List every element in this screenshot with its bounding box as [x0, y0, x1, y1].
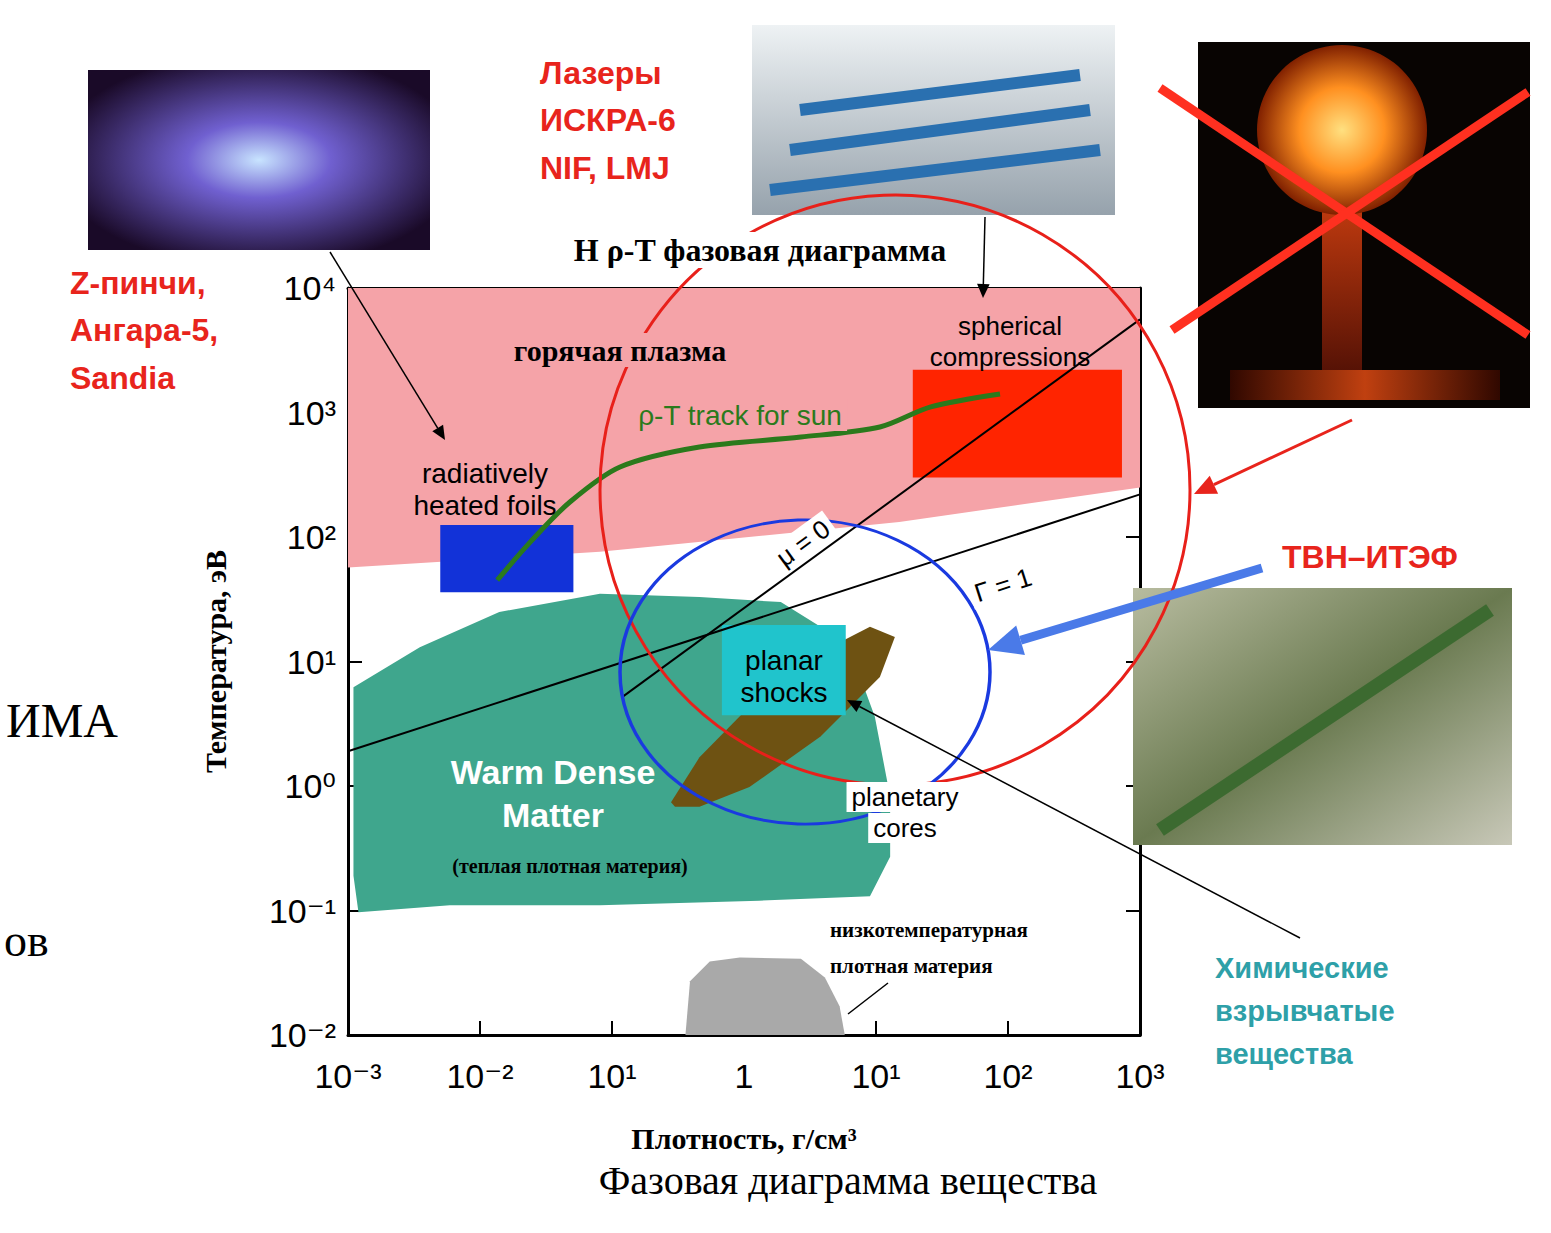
svg-text:10²: 10² — [983, 1057, 1032, 1095]
svg-text:radiatively: radiatively — [422, 458, 548, 489]
svg-text:(теплая плотная материя): (теплая плотная материя) — [452, 855, 687, 878]
svg-text:взрывчатые: взрывчатые — [1215, 995, 1395, 1027]
svg-text:Лазеры: Лазеры — [540, 55, 662, 91]
svg-text:1: 1 — [735, 1057, 754, 1095]
svg-text:compressions: compressions — [930, 342, 1090, 372]
svg-text:10¹: 10¹ — [851, 1057, 900, 1095]
svg-text:10¹: 10¹ — [587, 1057, 636, 1095]
svg-text:10⁰: 10⁰ — [285, 767, 336, 805]
svg-text:μ = 0: μ = 0 — [770, 513, 835, 572]
svg-text:10¹: 10¹ — [287, 643, 336, 681]
svg-text:Химические: Химические — [1215, 952, 1389, 984]
svg-text:10²: 10² — [287, 518, 336, 556]
svg-text:planetary: planetary — [852, 782, 959, 812]
svg-text:cores: cores — [873, 813, 937, 843]
svg-text:Γ = 1: Γ = 1 — [971, 562, 1036, 608]
svg-text:shocks: shocks — [740, 677, 827, 708]
svg-text:ТВН–ИТЭФ: ТВН–ИТЭФ — [1282, 539, 1458, 575]
svg-text:Matter: Matter — [502, 796, 604, 834]
svg-text:ов: ов — [4, 915, 49, 966]
svg-text:NIF, LMJ: NIF, LMJ — [540, 150, 670, 186]
svg-text:10³: 10³ — [287, 394, 336, 432]
svg-text:H ρ-T фазовая диаграмма: H ρ-T фазовая диаграмма — [574, 232, 946, 268]
svg-text:ρ-T track for sun: ρ-T track for sun — [638, 400, 842, 431]
svg-text:planar: planar — [745, 645, 823, 676]
svg-text:Плотность, г/см³: Плотность, г/см³ — [631, 1122, 856, 1155]
svg-text:низкотемпературная: низкотемпературная — [830, 918, 1028, 942]
svg-text:горячая плазма: горячая плазма — [514, 334, 726, 367]
svg-text:10⁴: 10⁴ — [284, 269, 336, 307]
svg-text:Z-пинчи,: Z-пинчи, — [70, 265, 206, 301]
svg-text:Фазовая диаграмма вещества: Фазовая диаграмма вещества — [599, 1158, 1098, 1203]
svg-text:ИМА: ИМА — [6, 694, 118, 747]
svg-text:spherical: spherical — [958, 311, 1062, 341]
svg-text:10⁻¹: 10⁻¹ — [269, 892, 336, 930]
svg-text:Ангара-5,: Ангара-5, — [70, 312, 218, 348]
svg-text:плотная материя: плотная материя — [830, 954, 993, 978]
svg-text:вещества: вещества — [1215, 1038, 1354, 1070]
svg-text:Warm Dense: Warm Dense — [451, 753, 656, 791]
svg-text:Sandia: Sandia — [70, 360, 175, 396]
svg-text:10⁻²: 10⁻² — [446, 1057, 513, 1095]
svg-text:Температура, эВ: Температура, эВ — [199, 550, 232, 773]
svg-text:ИСКРА-6: ИСКРА-6 — [540, 102, 676, 138]
svg-text:10⁻²: 10⁻² — [269, 1016, 336, 1054]
svg-text:10³: 10³ — [1115, 1057, 1164, 1095]
svg-text:heated foils: heated foils — [413, 490, 556, 521]
svg-text:10⁻³: 10⁻³ — [314, 1057, 381, 1095]
